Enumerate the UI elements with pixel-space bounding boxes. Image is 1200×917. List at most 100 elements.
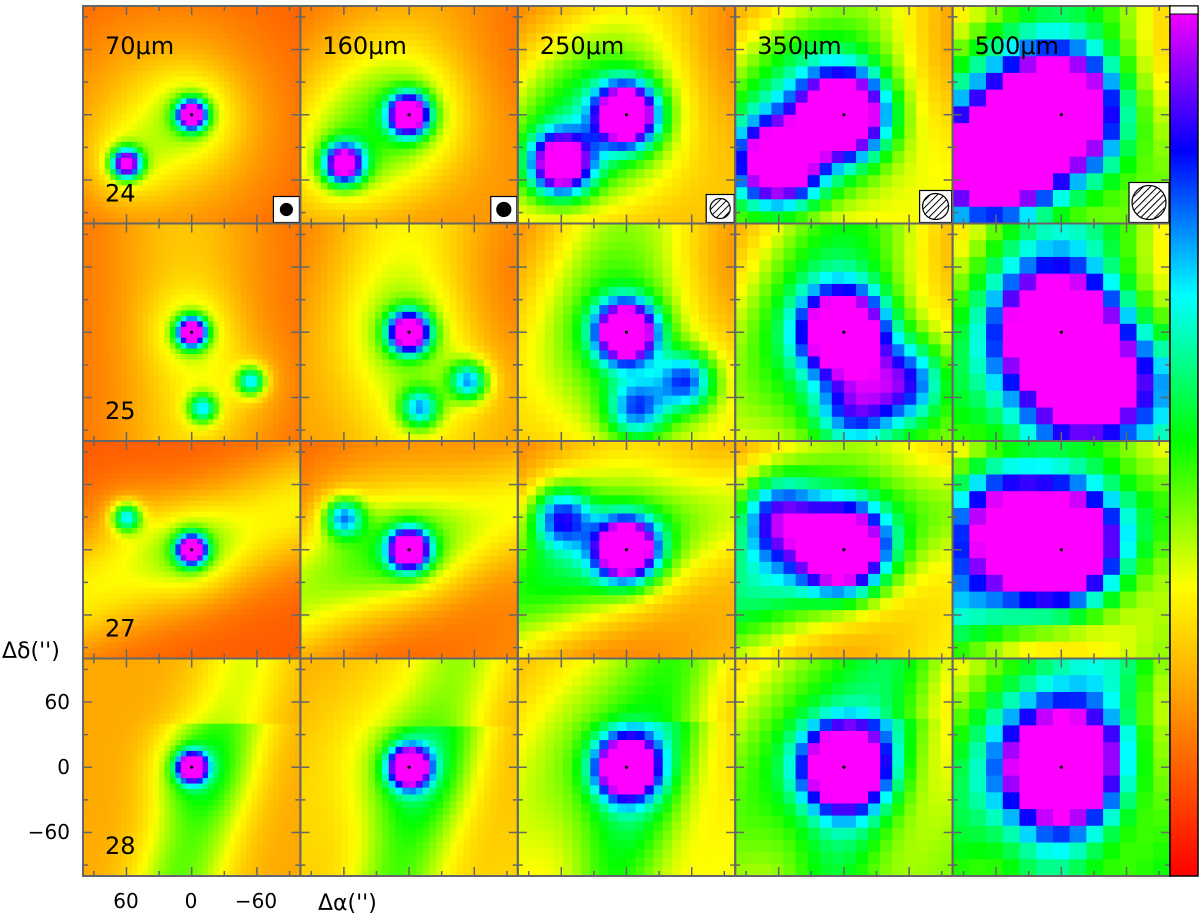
map-pixel bbox=[240, 11, 247, 18]
map-pixel bbox=[334, 189, 342, 197]
map-pixel bbox=[361, 19, 369, 27]
map-pixel bbox=[463, 182, 471, 191]
map-pixel bbox=[717, 78, 727, 89]
map-pixel bbox=[93, 11, 100, 18]
map-pixel bbox=[197, 125, 204, 132]
map-pixel bbox=[307, 73, 315, 82]
map-pixel bbox=[572, 33, 582, 43]
map-pixel bbox=[164, 359, 171, 366]
map-pixel bbox=[347, 141, 356, 150]
map-pixel bbox=[186, 60, 193, 67]
map-pixel bbox=[121, 169, 128, 176]
map-pixel bbox=[708, 24, 718, 34]
map-pixel bbox=[148, 343, 155, 350]
map-pixel bbox=[517, 60, 528, 71]
map-pixel bbox=[153, 174, 160, 181]
map-pixel bbox=[511, 53, 519, 61]
map-pixel bbox=[115, 71, 122, 78]
map-pixel bbox=[93, 277, 100, 284]
map-pixel bbox=[208, 163, 215, 170]
map-pixel bbox=[131, 375, 138, 382]
map-pixel bbox=[986, 22, 1004, 41]
map-pixel bbox=[429, 196, 437, 204]
map-pixel bbox=[142, 136, 149, 143]
map-pixel bbox=[526, 160, 537, 170]
map-pixel bbox=[83, 272, 90, 279]
map-pixel bbox=[904, 163, 917, 176]
map-pixel bbox=[617, 205, 628, 216]
map-pixel bbox=[262, 370, 269, 377]
map-pixel bbox=[262, 234, 269, 241]
map-pixel bbox=[153, 234, 160, 241]
map-pixel bbox=[273, 315, 280, 322]
map-pixel bbox=[422, 12, 431, 21]
map-pixel bbox=[402, 39, 410, 48]
map-pixel bbox=[202, 299, 209, 306]
map-pixel bbox=[246, 22, 253, 29]
map-pixel bbox=[110, 267, 117, 274]
map-pixel bbox=[771, 90, 785, 104]
map-pixel bbox=[334, 67, 342, 75]
map-pixel bbox=[599, 78, 609, 89]
map-pixel bbox=[208, 82, 215, 89]
map-pixel bbox=[368, 148, 376, 157]
map-pixel bbox=[159, 337, 166, 344]
map-pixel bbox=[110, 354, 117, 361]
map-pixel bbox=[483, 182, 492, 191]
map-pixel bbox=[148, 332, 155, 339]
map-pixel bbox=[153, 141, 160, 148]
map-pixel bbox=[99, 98, 106, 105]
map-pixel bbox=[137, 397, 144, 404]
map-pixel bbox=[131, 98, 138, 105]
map-pixel bbox=[436, 26, 444, 34]
map-pixel bbox=[535, 78, 546, 89]
map-pixel bbox=[717, 160, 727, 170]
map-pixel bbox=[855, 102, 869, 116]
map-pixel bbox=[218, 364, 225, 371]
map-pixel bbox=[511, 46, 519, 55]
map-pixel bbox=[698, 51, 709, 61]
map-pixel bbox=[535, 69, 546, 80]
map-pixel bbox=[415, 162, 424, 170]
map-pixel bbox=[208, 223, 215, 230]
map-pixel bbox=[137, 120, 144, 127]
map-pixel bbox=[153, 310, 160, 317]
map-pixel bbox=[783, 18, 797, 31]
map-pixel bbox=[235, 33, 242, 40]
map-pixel bbox=[148, 305, 155, 312]
map-pixel bbox=[449, 53, 458, 61]
map-pixel bbox=[1153, 22, 1171, 41]
map-pixel bbox=[456, 182, 465, 191]
map-pixel bbox=[267, 326, 274, 333]
map-pixel bbox=[415, 80, 424, 89]
map-pixel bbox=[940, 114, 954, 128]
map-pixel bbox=[572, 114, 582, 125]
map-pixel bbox=[490, 67, 499, 75]
map-pixel bbox=[273, 180, 280, 187]
map-pixel bbox=[771, 138, 785, 152]
map-pixel bbox=[278, 239, 285, 246]
map-pixel bbox=[517, 178, 528, 188]
map-pixel bbox=[313, 12, 322, 21]
map-pixel bbox=[137, 190, 144, 197]
map-pixel bbox=[490, 94, 499, 102]
map-pixel bbox=[251, 375, 258, 382]
map-pixel bbox=[164, 136, 171, 143]
map-pixel bbox=[88, 82, 95, 89]
map-pixel bbox=[83, 223, 90, 230]
map-pixel bbox=[148, 294, 155, 301]
map-pixel bbox=[121, 381, 128, 388]
map-pixel bbox=[429, 73, 437, 82]
map-pixel bbox=[93, 109, 100, 116]
map-pixel bbox=[99, 93, 106, 100]
map-pixel bbox=[375, 169, 383, 177]
map-pixel bbox=[526, 214, 537, 225]
map-pixel bbox=[224, 114, 231, 121]
map-pixel bbox=[213, 218, 220, 225]
map-pixel bbox=[142, 381, 149, 388]
map-pixel bbox=[795, 199, 809, 213]
map-pixel bbox=[213, 120, 220, 127]
map-pixel bbox=[191, 125, 198, 132]
map-pixel bbox=[402, 209, 410, 218]
map-pixel bbox=[121, 49, 128, 56]
